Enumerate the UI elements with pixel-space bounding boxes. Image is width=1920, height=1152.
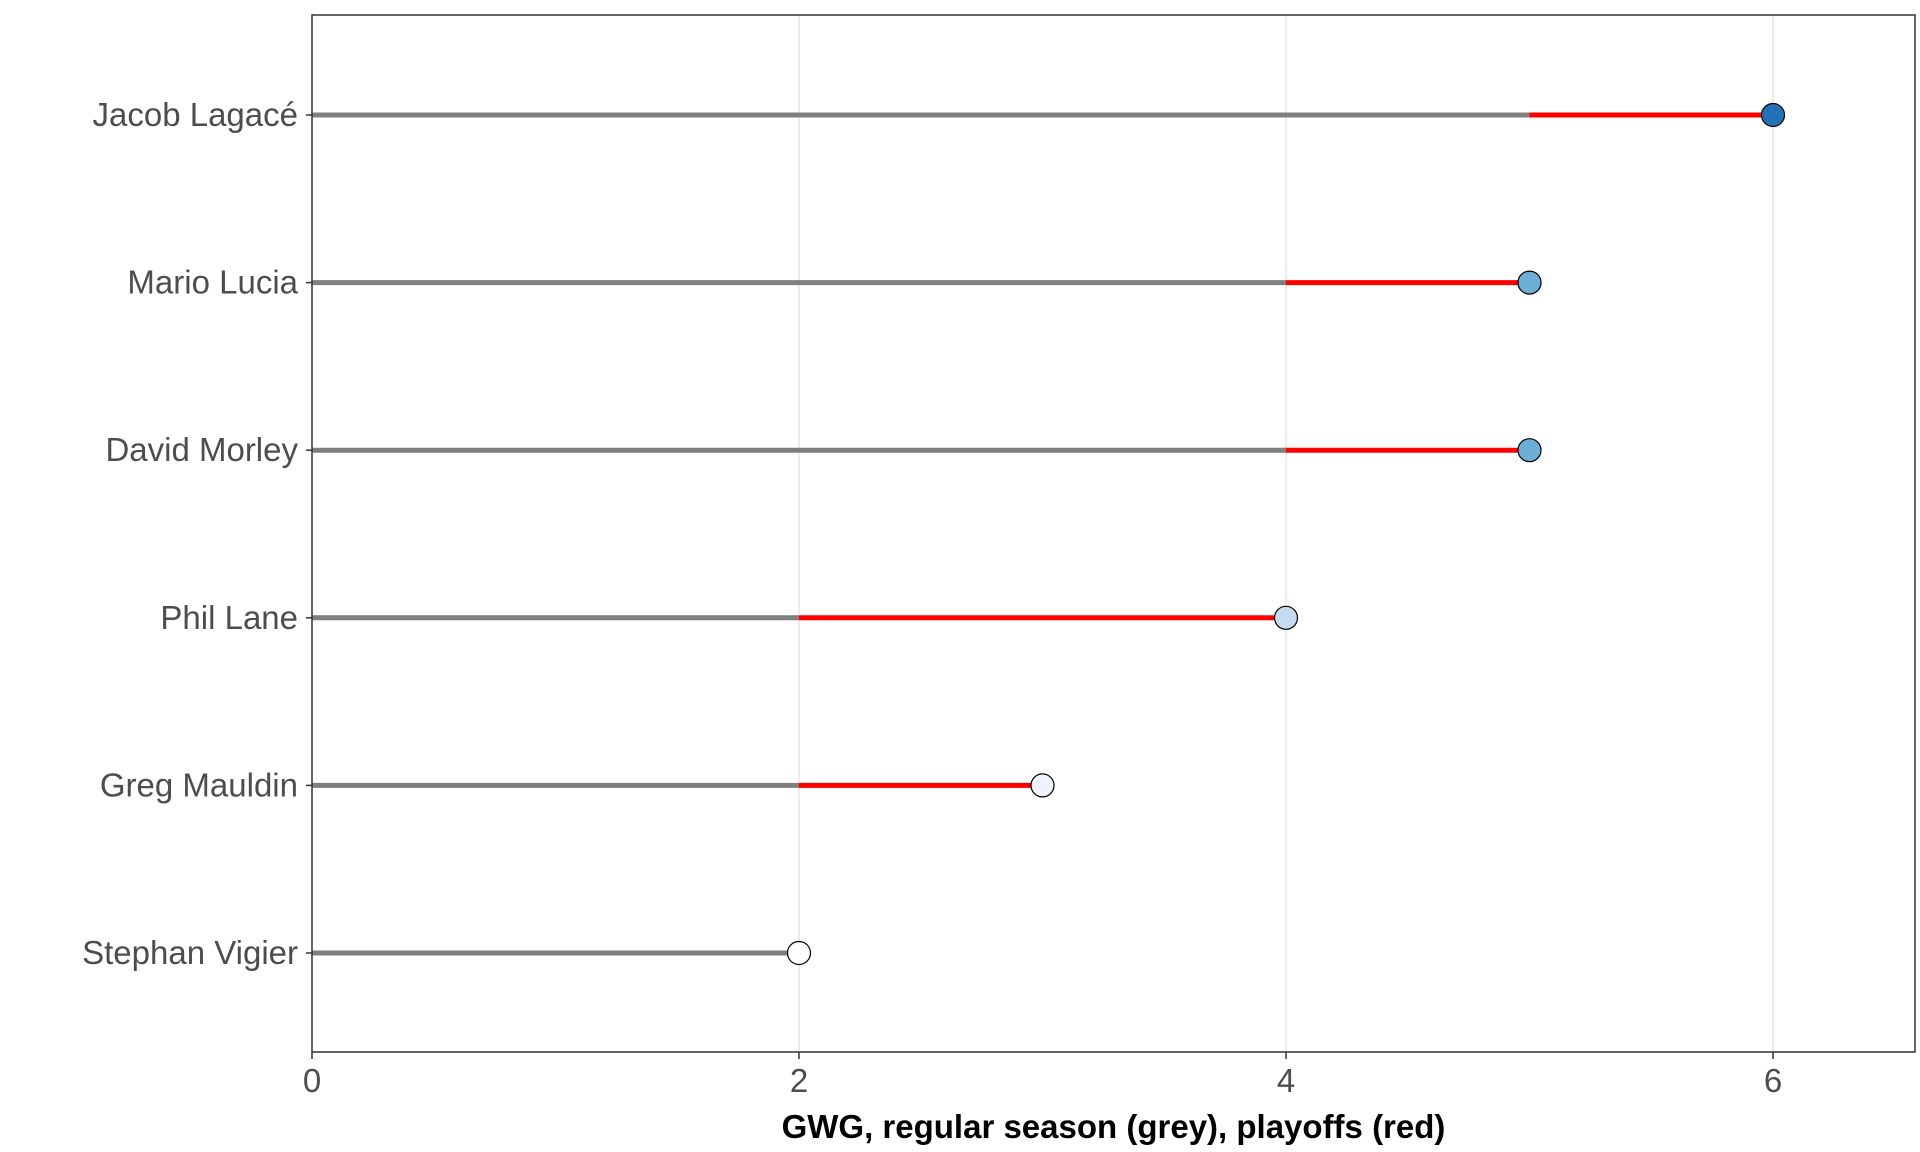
point-layer xyxy=(786,102,1786,966)
x-tick-label: 6 xyxy=(1764,1062,1782,1099)
total-point xyxy=(786,940,812,966)
segment-layer xyxy=(312,112,1773,956)
total-point xyxy=(1517,438,1542,463)
category-label: Mario Lucia xyxy=(127,264,298,301)
x-axis-title: GWG, regular season (grey), playoffs (re… xyxy=(782,1108,1446,1145)
grid-layer xyxy=(798,15,1774,1052)
total-point xyxy=(1030,773,1055,798)
category-label: Jacob Lagacé xyxy=(93,96,299,133)
x-tick-label: 2 xyxy=(790,1062,808,1099)
x-tick-label: 0 xyxy=(303,1062,321,1099)
plot-panel-border xyxy=(311,14,1916,1053)
category-label: Greg Mauldin xyxy=(100,766,298,803)
category-label: Phil Lane xyxy=(160,599,298,636)
category-label-layer: Jacob Lagacé Mario Lucia David Morley Phil … xyxy=(82,96,312,971)
category-label: Stephan Vigier xyxy=(82,934,298,971)
total-point xyxy=(1760,102,1786,128)
x-tick-layer: 0 2 4 6 xyxy=(303,1052,1782,1099)
total-point xyxy=(1517,270,1542,295)
total-point xyxy=(1273,605,1299,630)
x-tick-label: 4 xyxy=(1277,1062,1295,1099)
category-label: David Morley xyxy=(105,431,298,468)
